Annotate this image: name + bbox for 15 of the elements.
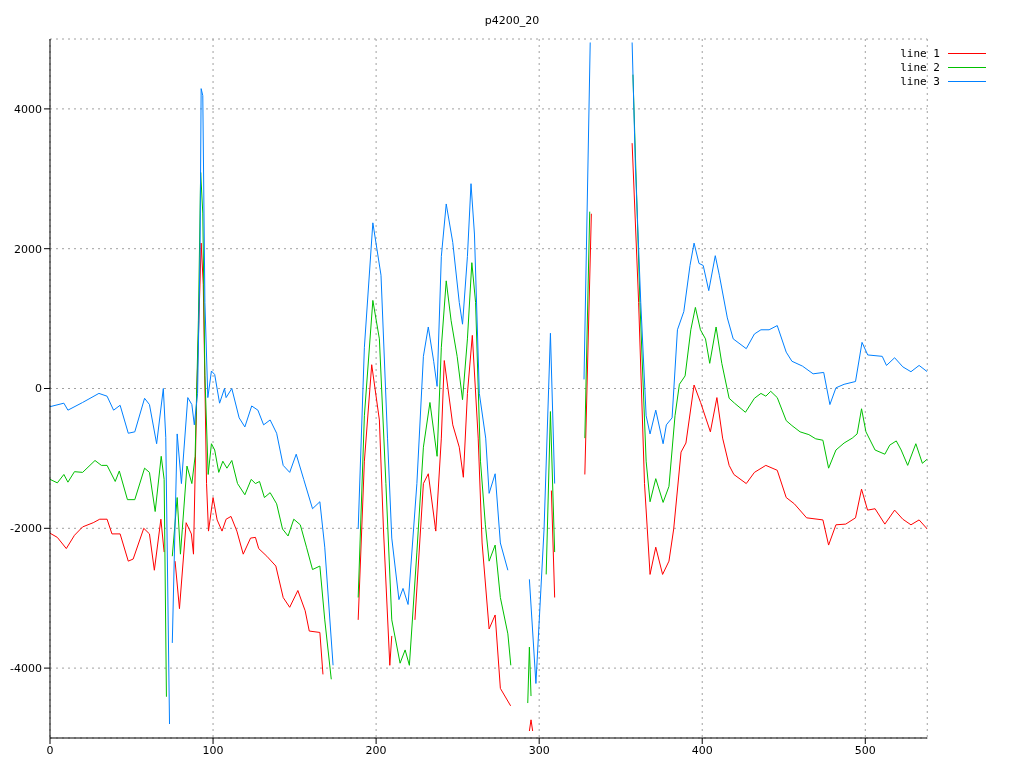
y-tick-label: 0: [35, 382, 42, 396]
x-tick-label: 100: [202, 743, 224, 757]
y-tick-label: -2000: [10, 522, 42, 536]
chart-title: p4200_20: [483, 14, 541, 27]
x-tick-label: 500: [854, 743, 876, 757]
x-tick-label: 300: [528, 743, 550, 757]
y-tick-label: 2000: [14, 242, 42, 256]
legend-label: line 1: [900, 46, 940, 60]
x-tick-label: 400: [691, 743, 713, 757]
y-tick-label: 4000: [14, 102, 42, 116]
y-tick-label: -4000: [10, 662, 42, 676]
x-tick-label: 200: [365, 743, 387, 757]
x-tick-label: 0: [46, 743, 54, 757]
legend-label: line 3: [900, 74, 940, 88]
legend-label: line 2: [900, 60, 940, 74]
